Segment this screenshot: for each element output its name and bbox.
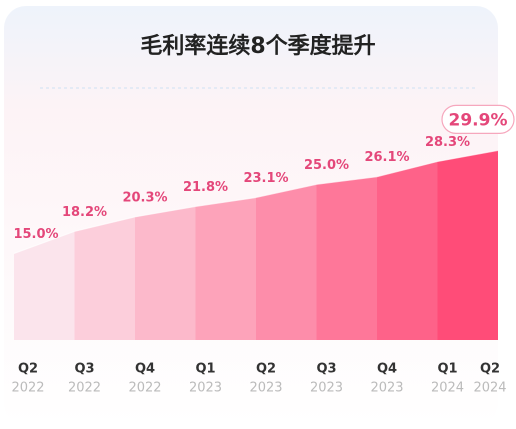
x-tick-label: Q4	[377, 362, 397, 377]
x-tick-year: 2022	[128, 381, 161, 396]
data-label: 29.9%	[449, 110, 508, 130]
data-label: 15.0%	[13, 227, 58, 242]
x-tick-year: 2022	[11, 381, 44, 396]
x-tick-year: 2023	[370, 381, 403, 396]
x-tick-year: 2023	[189, 381, 222, 396]
area-segment	[256, 184, 317, 340]
area-segment	[316, 176, 377, 340]
x-tick-year: 2024	[431, 381, 464, 396]
data-label: 26.1%	[364, 150, 409, 165]
x-tick-label: Q4	[135, 362, 155, 377]
area-segment	[437, 150, 498, 340]
x-tick-label: Q3	[74, 362, 94, 377]
area-segment	[377, 161, 438, 340]
chart-title: 毛利率连续8个季度提升	[140, 33, 375, 59]
segment-edge	[255, 183, 317, 199]
area-segment	[195, 197, 256, 340]
segment-edge	[195, 196, 257, 208]
x-tick-year: 2023	[249, 381, 282, 396]
x-tick-year: 2024	[473, 381, 506, 396]
x-tick-year: 2022	[68, 381, 101, 396]
x-tick-label: Q2	[480, 362, 500, 377]
area-segment	[74, 216, 135, 340]
x-tick-label: Q3	[316, 362, 336, 377]
highlight-bubble	[441, 104, 515, 134]
x-tick-label: Q2	[256, 362, 276, 377]
area-segment	[135, 206, 196, 340]
data-label: 21.8%	[183, 180, 228, 195]
segment-edge	[316, 176, 378, 185]
data-label: 20.3%	[122, 190, 167, 205]
segment-edge	[376, 160, 438, 178]
segment-edge	[13, 230, 75, 255]
x-tick-label: Q1	[437, 362, 457, 377]
segment-edge	[74, 216, 136, 232]
segment-edge	[134, 205, 196, 218]
data-label: 23.1%	[243, 171, 288, 186]
x-tick-label: Q2	[18, 362, 38, 377]
x-tick-year: 2023	[310, 381, 343, 396]
data-label: 18.2%	[62, 205, 107, 220]
segment-edge	[437, 149, 499, 163]
data-label: 28.3%	[425, 135, 470, 150]
data-label: 25.0%	[304, 158, 349, 173]
area-segment	[14, 231, 75, 340]
x-tick-label: Q1	[195, 362, 215, 377]
